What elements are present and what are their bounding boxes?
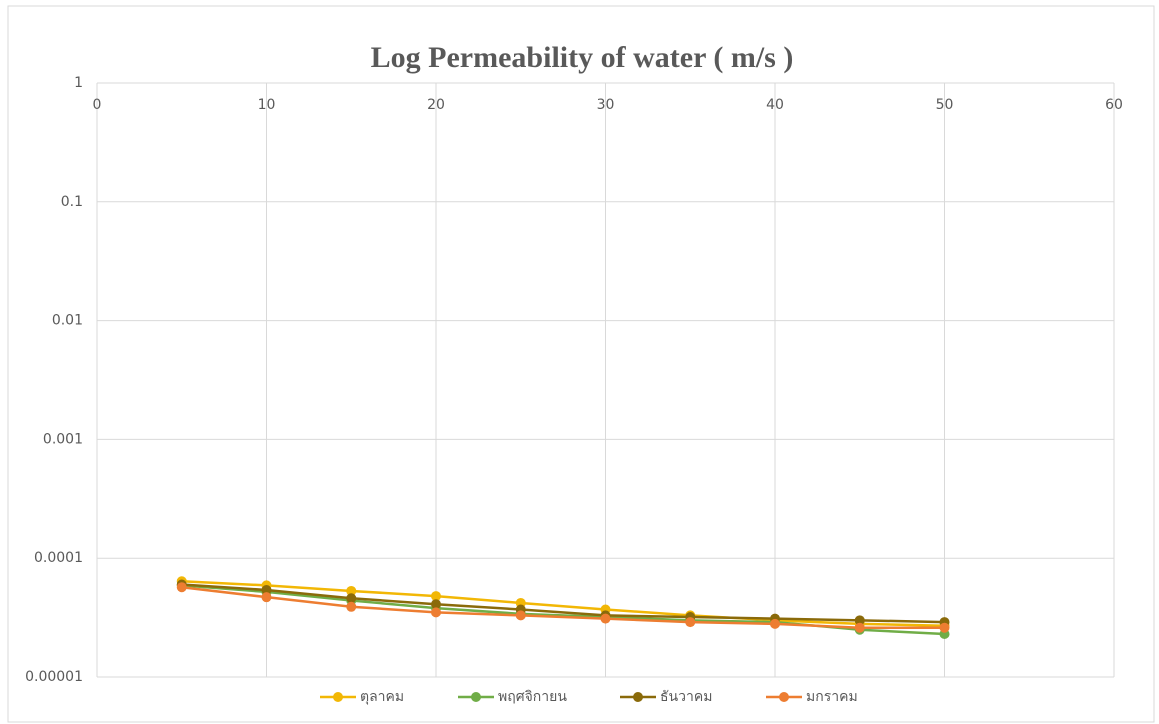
data-point bbox=[346, 593, 357, 604]
data-point bbox=[176, 582, 187, 593]
x-tick-label: 20 bbox=[427, 97, 445, 113]
series-line bbox=[181, 579, 945, 628]
data-point bbox=[431, 607, 441, 618]
x-tick-label: 50 bbox=[936, 97, 954, 113]
data-point bbox=[854, 622, 865, 633]
legend-label: พฤศจิกายน bbox=[498, 689, 567, 705]
data-point bbox=[854, 615, 865, 626]
y-tick-label: 0.0001 bbox=[34, 550, 83, 566]
legend-label: ธันวาคม bbox=[660, 689, 712, 705]
data-point bbox=[685, 617, 696, 628]
data-point bbox=[939, 622, 950, 633]
y-tick-label: 0.01 bbox=[52, 313, 83, 329]
series-line bbox=[181, 585, 945, 629]
x-tick-label: 40 bbox=[766, 97, 784, 113]
data-point bbox=[600, 613, 611, 624]
chart-title: Log Permeability of water ( m/s ) bbox=[371, 41, 794, 74]
data-point bbox=[770, 618, 780, 629]
legend-marker bbox=[633, 692, 643, 702]
y-tick-label: 1 bbox=[74, 75, 83, 91]
y-tick-label: 0.00001 bbox=[25, 669, 83, 685]
x-tick-label: 60 bbox=[1105, 97, 1123, 113]
data-point bbox=[431, 591, 441, 602]
data-point bbox=[431, 599, 441, 610]
legend-marker bbox=[471, 692, 481, 702]
data-point bbox=[261, 584, 272, 595]
y-tick-label: 0.001 bbox=[43, 431, 83, 447]
chart-frame bbox=[7, 5, 1155, 723]
x-tick-label: 0 bbox=[93, 97, 102, 113]
x-tick-label: 30 bbox=[597, 97, 615, 113]
y-tick-label: 0.1 bbox=[61, 194, 83, 210]
x-tick-label: 10 bbox=[258, 97, 276, 113]
data-point bbox=[515, 610, 526, 621]
series-line bbox=[181, 583, 945, 624]
data-point bbox=[261, 592, 272, 603]
legend-marker bbox=[333, 692, 343, 702]
legend-label: มกราคม bbox=[806, 689, 858, 705]
data-point bbox=[346, 585, 357, 596]
legend-marker bbox=[779, 692, 789, 702]
legend-label: ตุลาคม bbox=[360, 689, 404, 705]
data-point bbox=[346, 601, 357, 612]
